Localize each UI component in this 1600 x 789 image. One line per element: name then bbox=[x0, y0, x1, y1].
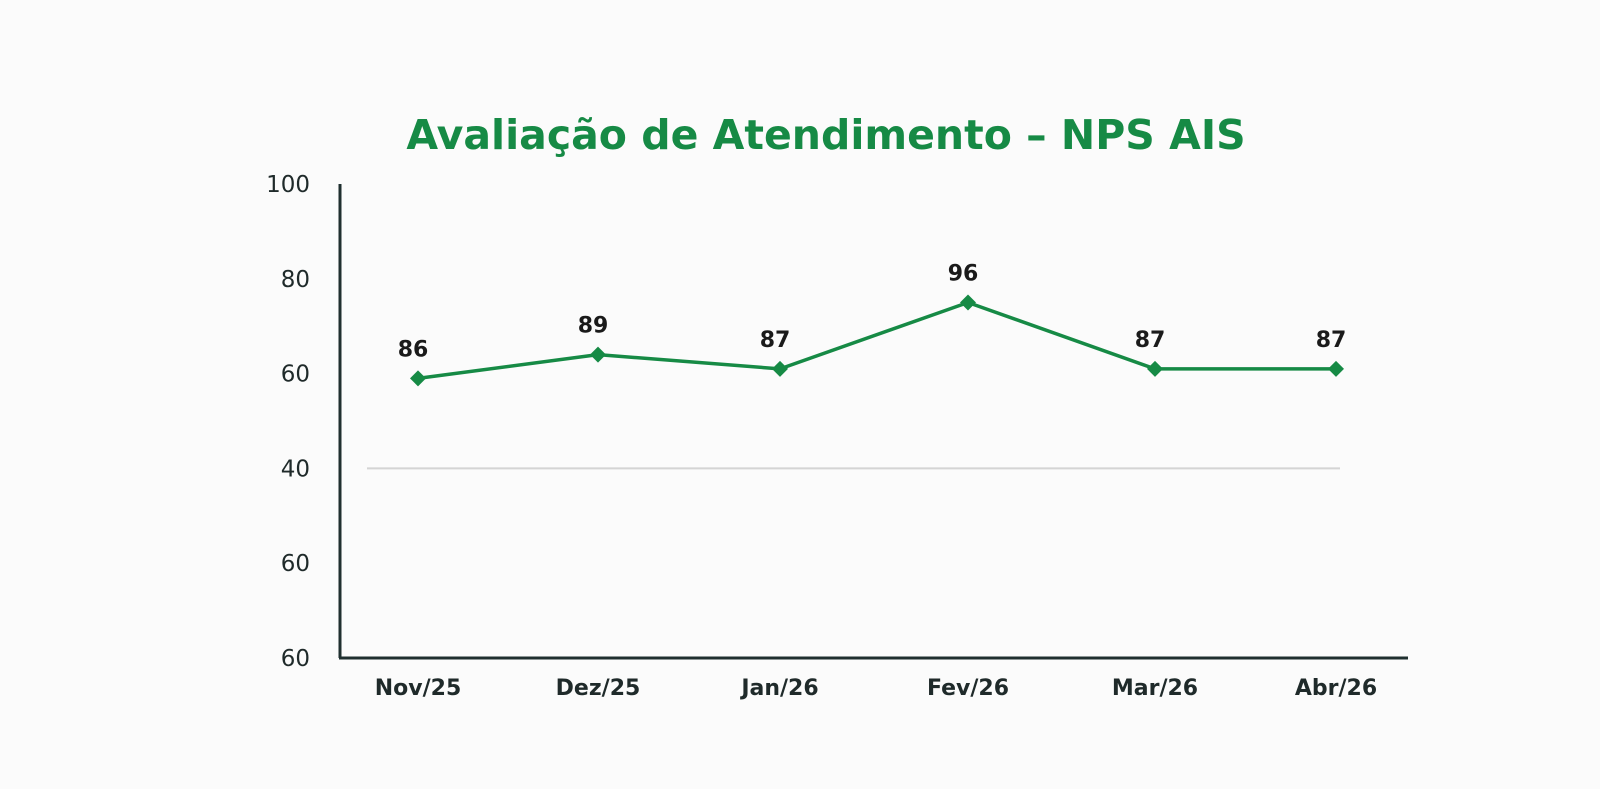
data-point-marker bbox=[410, 370, 426, 387]
series-line bbox=[417, 300, 1336, 381]
chart-title: Avaliação de Atendimento – NPS AIS bbox=[406, 111, 1245, 159]
x-tick-label: Dez/25 bbox=[556, 676, 641, 701]
y-tick-label: 80 bbox=[281, 267, 310, 293]
y-axis-ticks: 100 80 60 40 60 60 bbox=[266, 172, 310, 672]
data-labels: 86 89 87 96 87 87 bbox=[398, 262, 1347, 363]
y-tick-label: 60 bbox=[281, 362, 310, 388]
y-tick-label: 100 bbox=[266, 172, 310, 198]
x-axis-ticks: Nov/25 Dez/25 Jan/26 Fev/26 Mar/26 Abr/26 bbox=[375, 676, 1377, 701]
x-tick-label: Mar/26 bbox=[1112, 676, 1198, 701]
data-label: 87 bbox=[760, 328, 791, 353]
data-label: 87 bbox=[1316, 328, 1347, 353]
data-point-marker bbox=[590, 346, 606, 363]
data-point-marker bbox=[772, 360, 788, 377]
x-tick-label: Fev/26 bbox=[927, 676, 1009, 701]
data-point-marker bbox=[1328, 360, 1344, 377]
x-tick-label: Abr/26 bbox=[1295, 676, 1377, 701]
data-point-marker bbox=[1147, 360, 1163, 377]
data-label: 96 bbox=[948, 262, 979, 287]
data-point-marker bbox=[960, 294, 976, 311]
y-tick-label: 40 bbox=[281, 456, 310, 482]
x-tick-label: Nov/25 bbox=[375, 676, 462, 701]
data-label: 86 bbox=[398, 337, 429, 362]
x-tick-label: Jan/26 bbox=[739, 676, 818, 701]
data-label: 87 bbox=[1135, 328, 1166, 353]
y-tick-label: 60 bbox=[281, 646, 310, 672]
data-markers bbox=[410, 294, 1344, 387]
y-tick-label: 60 bbox=[281, 551, 310, 577]
data-label: 89 bbox=[578, 314, 609, 339]
